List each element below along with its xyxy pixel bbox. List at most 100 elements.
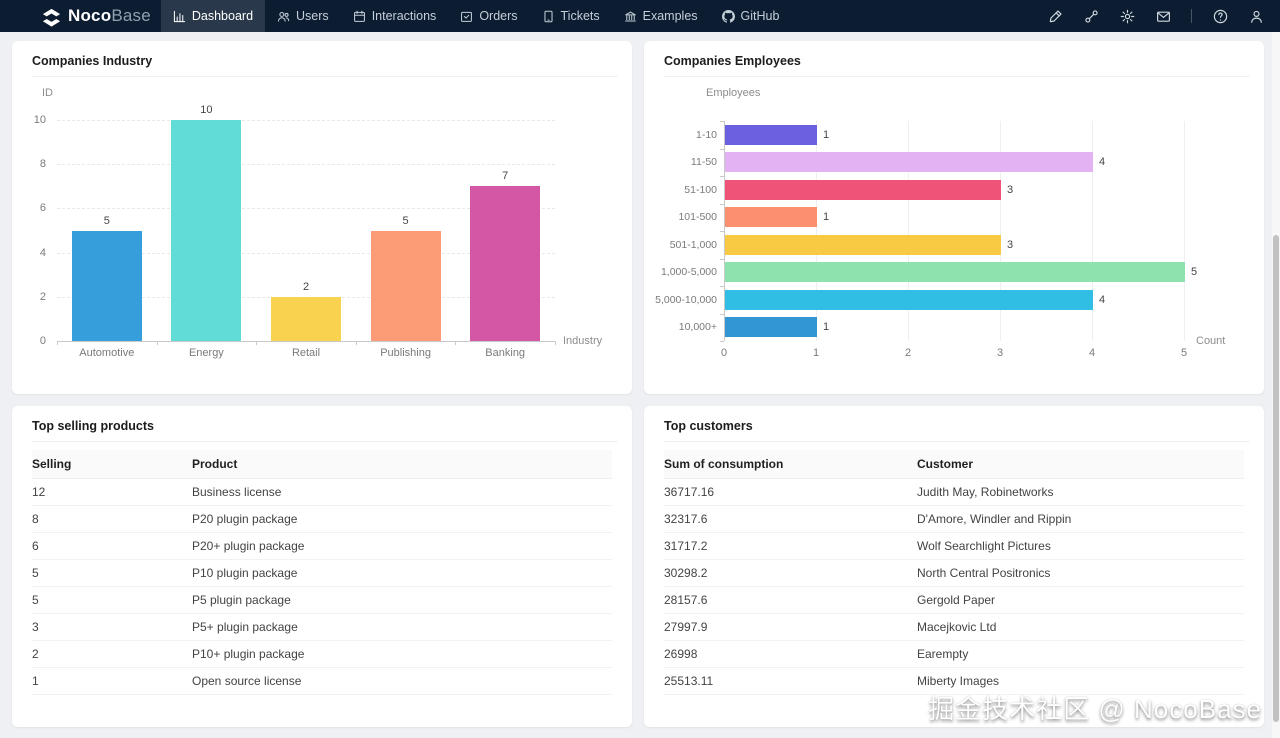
menu-item-examples[interactable]: Examples [612, 0, 710, 32]
scrollbar-thumb[interactable] [1273, 235, 1279, 722]
companies-industry-bar-chart: 0 2 4 6 8 10 ID 5 Automotive 10 Energy 2 Retail 5 Publ… [12, 73, 632, 394]
table-cell: 25513.11 [664, 667, 917, 695]
bar-101-500[interactable] [725, 207, 817, 228]
table-cell: Earempty [917, 640, 1244, 668]
table-cell: P20+ plugin package [192, 532, 612, 560]
bar-energy[interactable] [171, 120, 242, 341]
user-icon[interactable] [1248, 8, 1264, 24]
column-header: Customer [917, 450, 1244, 479]
table-row: 3 P5+ plugin package [32, 613, 612, 641]
menu-item-github[interactable]: GitHub [710, 0, 792, 32]
github-icon [721, 9, 735, 23]
card-title-divider [32, 76, 618, 77]
gridline [1000, 121, 1001, 341]
gridline [57, 120, 555, 121]
table-cell: North Central Positronics [917, 559, 1244, 587]
team-icon [277, 10, 290, 23]
y-axis-tick [720, 148, 724, 150]
bar-value-label: 2 [302, 280, 310, 293]
x-tick-label: 3 [996, 347, 1004, 359]
column-header: Sum of consumption [664, 450, 917, 479]
y-tick-label: 8 [39, 158, 46, 171]
bank-icon [624, 10, 637, 23]
menu-item-label: GitHub [740, 9, 780, 23]
x-axis-tick [455, 341, 457, 345]
gridline [816, 121, 817, 341]
table-cell: 31717.2 [664, 532, 917, 560]
bar-1-000-5-000[interactable] [725, 262, 1185, 283]
bar-value-label: 5 [103, 214, 110, 227]
y-axis-tick [720, 258, 724, 260]
column-header: Product [192, 450, 612, 479]
scrollbar-track[interactable] [1272, 32, 1280, 738]
table-cell: Judith May, Robinetworks [917, 478, 1244, 506]
table-row: 5 P5 plugin package [32, 586, 612, 614]
bar-10-000+[interactable] [725, 317, 817, 338]
menu-item-dashboard[interactable]: Dashboard [160, 0, 266, 32]
y-category-label: 5,000-10,000 [655, 293, 717, 306]
bar-11-50[interactable] [725, 152, 1093, 173]
x-tick-label: 5 [1180, 347, 1188, 359]
bar-chart-icon [173, 10, 186, 23]
menu-item-tickets[interactable]: Tickets [530, 0, 612, 32]
bar-retail[interactable] [271, 296, 341, 341]
table-cell: 5 [32, 586, 192, 614]
bar-banking[interactable] [470, 186, 541, 341]
y-axis-tick [720, 176, 724, 177]
highlight-icon[interactable] [1047, 8, 1063, 24]
table-cell: 1 [32, 667, 192, 695]
setting-icon[interactable] [1119, 8, 1135, 24]
table-cell: P5 plugin package [192, 586, 612, 614]
card-title-companies-industry: Companies Industry [32, 54, 153, 68]
x-axis-line [57, 341, 555, 342]
x-axis-tick [555, 341, 556, 345]
bar-1-10[interactable] [725, 124, 817, 145]
x-tick-label: 1 [812, 347, 820, 359]
nocobase-logo-icon [42, 8, 61, 27]
bar-value-label: 5 [402, 214, 409, 227]
bar-5-000-10-000[interactable] [725, 289, 1093, 310]
carry-out-icon [460, 10, 473, 23]
bar-publishing[interactable] [370, 230, 441, 341]
y-axis-tick [720, 313, 724, 315]
y-tick-label: 10 [33, 114, 46, 126]
nocobase-logo[interactable]: NocoBase [40, 5, 151, 28]
bar-value-label: 10 [200, 104, 213, 116]
table-cell: 27997.9 [664, 613, 917, 641]
x-axis-tick [355, 341, 357, 345]
table-cell: 26998 [664, 640, 917, 668]
y-category-label: 51-100 [684, 183, 717, 196]
y-axis-title: ID [42, 87, 53, 99]
bar-51-100[interactable] [725, 179, 1001, 200]
card-title-divider [32, 441, 618, 442]
x-axis-tick [256, 341, 258, 345]
y-axis-line [724, 121, 725, 341]
x-axis-title: Industry [563, 335, 603, 347]
bar-value-label: 1 [823, 321, 830, 334]
top-selling-products-table: Selling Product 12 Business license 8 P20 plu… [32, 450, 612, 695]
menu-item-label: Tickets [560, 9, 600, 23]
bar-value-label: 5 [1191, 266, 1198, 279]
api-icon[interactable] [1083, 8, 1099, 24]
x-category-label: Automotive [79, 347, 135, 359]
table-row: 25513.11 Miberty Images [664, 667, 1244, 695]
bar-value-label: 4 [1099, 156, 1106, 169]
table-row: 30298.2 North Central Positronics [664, 559, 1244, 587]
gridline [57, 164, 555, 166]
menu-item-label: Examples [642, 9, 698, 23]
y-category-label: 501-1,000 [669, 238, 717, 251]
y-tick-label: 0 [39, 335, 46, 347]
table-cell: P20 plugin package [192, 505, 612, 533]
y-category-label: 1,000-5,000 [660, 266, 717, 279]
menu-item-users[interactable]: Users [265, 0, 341, 32]
menu-item-interactions[interactable]: Interactions [341, 0, 449, 32]
bar-501-1-000[interactable] [725, 234, 1001, 255]
table-row: 2 P10+ plugin package [32, 640, 612, 668]
table-row: 28157.6 Gergold Paper [664, 586, 1244, 614]
card-title-top-customers: Top customers [664, 419, 753, 433]
menu-item-orders[interactable]: Orders [448, 0, 529, 32]
y-category-label: 11-50 [690, 156, 717, 169]
question-circle-icon[interactable] [1212, 8, 1228, 24]
mail-icon[interactable] [1155, 8, 1171, 24]
bar-automotive[interactable] [71, 230, 142, 341]
